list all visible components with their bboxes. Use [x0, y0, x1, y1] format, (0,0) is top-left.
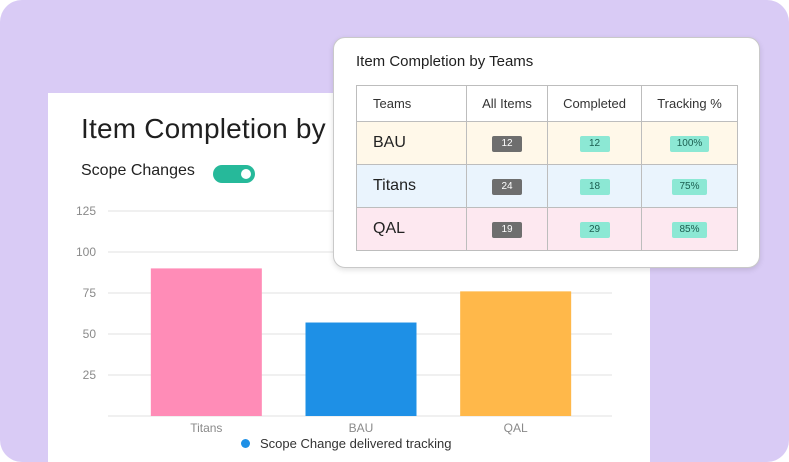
completed-cell: 18 [547, 164, 642, 208]
teams-table: Teams All Items Completed Tracking % BAU… [356, 85, 738, 251]
all-items-cell: 19 [466, 207, 548, 251]
legend-label: Scope Change delivered tracking [260, 436, 452, 451]
bar-qal [460, 291, 572, 416]
completed-badge: 12 [579, 136, 610, 152]
tracking-cell: 100% [641, 121, 738, 165]
tracking-cell: 85% [641, 207, 738, 251]
x-tick-label: Titans [190, 421, 222, 435]
y-tick-label: 75 [83, 286, 97, 300]
scope-changes-label: Scope Changes [81, 162, 195, 179]
completed-cell: 12 [547, 121, 642, 165]
team-name: Titans [356, 164, 467, 208]
y-tick-label: 50 [83, 327, 97, 341]
table-row: QAL 19 29 85% [356, 207, 738, 251]
header-teams: Teams [356, 85, 467, 122]
scope-changes-toggle[interactable] [213, 165, 255, 183]
table-header-row: Teams All Items Completed Tracking % [356, 85, 738, 122]
header-tracking: Tracking % [641, 85, 738, 122]
table-row: BAU 12 12 100% [356, 121, 738, 165]
tracking-badge: 100% [669, 136, 710, 152]
completed-badge: 18 [579, 179, 610, 195]
header-completed: Completed [547, 85, 642, 122]
team-name: BAU [356, 121, 467, 165]
completed-badge: 29 [579, 222, 610, 238]
tracking-cell: 75% [641, 164, 738, 208]
y-tick-label: 25 [83, 368, 97, 382]
all-items-cell: 24 [466, 164, 548, 208]
y-tick-label: 100 [76, 245, 96, 259]
all-items-badge: 24 [492, 179, 522, 195]
chart-legend: Scope Change delivered tracking [241, 436, 452, 451]
all-items-badge: 12 [492, 136, 522, 152]
bar-bau [305, 322, 417, 416]
x-tick-label: BAU [349, 421, 374, 435]
completed-cell: 29 [547, 207, 642, 251]
team-name: QAL [356, 207, 467, 251]
bar-titans [150, 268, 262, 416]
table-card: Item Completion by Teams Teams All Items… [333, 37, 760, 268]
bar-chart: 25 50 75 100 125 Titans BAU QAL [76, 204, 612, 435]
toggle-knob [241, 169, 251, 179]
tracking-badge: 75% [672, 179, 707, 195]
table-row: Titans 24 18 75% [356, 164, 738, 208]
y-tick-label: 125 [76, 204, 96, 218]
table-title: Item Completion by Teams [356, 53, 534, 70]
all-items-cell: 12 [466, 121, 548, 165]
all-items-badge: 19 [492, 222, 522, 238]
tracking-badge: 85% [672, 222, 707, 238]
header-all-items: All Items [466, 85, 548, 122]
legend-marker [241, 439, 250, 448]
x-tick-label: QAL [504, 421, 528, 435]
